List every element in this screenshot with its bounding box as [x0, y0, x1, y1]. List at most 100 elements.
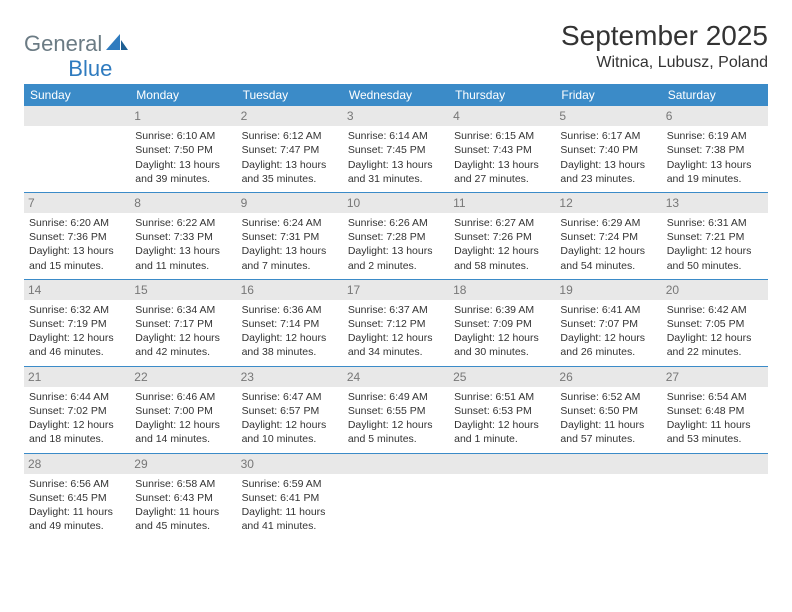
calendar-week-row: 14Sunrise: 6:32 AMSunset: 7:19 PMDayligh… — [24, 279, 768, 366]
day-number: 17 — [343, 280, 449, 300]
sunrise-text: Sunrise: 6:52 AM — [560, 390, 656, 404]
logo: General Blue — [24, 20, 152, 68]
sunset-text: Sunset: 6:45 PM — [29, 491, 125, 505]
day-number: 15 — [130, 280, 236, 300]
day-number: 27 — [662, 367, 768, 387]
sunset-text: Sunset: 7:43 PM — [454, 143, 550, 157]
location-text: Witnica, Lubusz, Poland — [561, 54, 768, 72]
daylight-text: Daylight: 12 hours and 5 minutes. — [348, 418, 444, 446]
day-number: 19 — [555, 280, 661, 300]
calendar-day-cell: 27Sunrise: 6:54 AMSunset: 6:48 PMDayligh… — [662, 366, 768, 453]
day-number: 26 — [555, 367, 661, 387]
sunset-text: Sunset: 7:07 PM — [560, 317, 656, 331]
day-number: 28 — [24, 454, 130, 474]
calendar-day-cell: 14Sunrise: 6:32 AMSunset: 7:19 PMDayligh… — [24, 279, 130, 366]
sunrise-text: Sunrise: 6:12 AM — [242, 129, 338, 143]
sunset-text: Sunset: 7:00 PM — [135, 404, 231, 418]
sunset-text: Sunset: 7:14 PM — [242, 317, 338, 331]
sunset-text: Sunset: 7:02 PM — [29, 404, 125, 418]
logo-text-blue: Blue — [68, 56, 112, 82]
daylight-text: Daylight: 11 hours and 57 minutes. — [560, 418, 656, 446]
sunset-text: Sunset: 7:19 PM — [29, 317, 125, 331]
calendar-day-cell: 19 Sunrise: 6:41 AMSunset: 7:07 PMDayligh… — [555, 279, 661, 366]
sunset-text: Sunset: 6:57 PM — [242, 404, 338, 418]
sunrise-text: Sunrise: 6:17 AM — [560, 129, 656, 143]
sunrise-text: Sunrise: 6:22 AM — [135, 216, 231, 230]
day-number: 21 — [24, 367, 130, 387]
calendar-day-cell — [24, 106, 130, 192]
day-number: 2 — [237, 106, 343, 126]
daylight-text: Daylight: 13 hours and 35 minutes. — [242, 158, 338, 186]
daylight-text: Daylight: 12 hours and 14 minutes. — [135, 418, 231, 446]
daylight-text: Daylight: 13 hours and 27 minutes. — [454, 158, 550, 186]
sunset-text: Sunset: 7:09 PM — [454, 317, 550, 331]
sunset-text: Sunset: 7:05 PM — [667, 317, 763, 331]
calendar-day-cell — [343, 453, 449, 539]
sunset-text: Sunset: 7:50 PM — [135, 143, 231, 157]
sunrise-text: Sunrise: 6:41 AM — [560, 303, 656, 317]
day-number: 24 — [343, 367, 449, 387]
calendar-day-cell: 12Sunrise: 6:29 AMSunset: 7:24 PMDayligh… — [555, 192, 661, 279]
day-number: 29 — [130, 454, 236, 474]
weekday-header: Saturday — [662, 84, 768, 106]
calendar-week-row: 1Sunrise: 6:10 AMSunset: 7:50 PMDaylight… — [24, 106, 768, 192]
calendar-day-cell: 25Sunrise: 6:51 AMSunset: 6:53 PMDayligh… — [449, 366, 555, 453]
sunrise-text: Sunrise: 6:19 AM — [667, 129, 763, 143]
sunrise-text: Sunrise: 6:51 AM — [454, 390, 550, 404]
sunrise-text: Sunrise: 6:20 AM — [29, 216, 125, 230]
weekday-header: Sunday — [24, 84, 130, 106]
daylight-text: Daylight: 12 hours and 34 minutes. — [348, 331, 444, 359]
calendar-day-cell: 10Sunrise: 6:26 AMSunset: 7:28 PMDayligh… — [343, 192, 449, 279]
daylight-text: Daylight: 13 hours and 7 minutes. — [242, 244, 338, 272]
day-number: 20 — [662, 280, 768, 300]
sunrise-text: Sunrise: 6:44 AM — [29, 390, 125, 404]
calendar-day-cell: 3Sunrise: 6:14 AMSunset: 7:45 PMDaylight… — [343, 106, 449, 192]
sunset-text: Sunset: 7:36 PM — [29, 230, 125, 244]
sunrise-text: Sunrise: 6:34 AM — [135, 303, 231, 317]
sunrise-text: Sunrise: 6:24 AM — [242, 216, 338, 230]
sunset-text: Sunset: 7:40 PM — [560, 143, 656, 157]
sunset-text: Sunset: 6:41 PM — [242, 491, 338, 505]
daylight-text: Daylight: 12 hours and 46 minutes. — [29, 331, 125, 359]
page-title: September 2025 — [561, 20, 768, 52]
calendar-day-cell — [449, 453, 555, 539]
calendar-day-cell: 1Sunrise: 6:10 AMSunset: 7:50 PMDaylight… — [130, 106, 236, 192]
daylight-text: Daylight: 11 hours and 41 minutes. — [242, 505, 338, 533]
day-number: 11 — [449, 193, 555, 213]
daylight-text: Daylight: 12 hours and 18 minutes. — [29, 418, 125, 446]
sunset-text: Sunset: 7:45 PM — [348, 143, 444, 157]
daylight-text: Daylight: 13 hours and 2 minutes. — [348, 244, 444, 272]
calendar-day-cell: 21 Sunrise: 6:44 AMSunset: 7:02 PMDayligh… — [24, 366, 130, 453]
sunset-text: Sunset: 7:24 PM — [560, 230, 656, 244]
daylight-text: Daylight: 13 hours and 11 minutes. — [135, 244, 231, 272]
sunset-text: Sunset: 7:12 PM — [348, 317, 444, 331]
calendar-day-cell: 9Sunrise: 6:24 AMSunset: 7:31 PMDaylight… — [237, 192, 343, 279]
day-number: 14 — [24, 280, 130, 300]
day-number: 3 — [343, 106, 449, 126]
day-number: 16 — [237, 280, 343, 300]
calendar-day-cell: 18Sunrise: 6:39 AMSunset: 7:09 PMDayligh… — [449, 279, 555, 366]
calendar-day-cell: 4Sunrise: 6:15 AMSunset: 7:43 PMDaylight… — [449, 106, 555, 192]
sunrise-text: Sunrise: 6:58 AM — [135, 477, 231, 491]
day-number: 18 — [449, 280, 555, 300]
daylight-text: Daylight: 12 hours and 30 minutes. — [454, 331, 550, 359]
sunrise-text: Sunrise: 6:29 AM — [560, 216, 656, 230]
sunset-text: Sunset: 7:26 PM — [454, 230, 550, 244]
day-number — [343, 454, 449, 474]
day-number: 25 — [449, 367, 555, 387]
sunset-text: Sunset: 6:55 PM — [348, 404, 444, 418]
sunrise-text: Sunrise: 6:27 AM — [454, 216, 550, 230]
day-number — [662, 454, 768, 474]
sunrise-text: Sunrise: 6:26 AM — [348, 216, 444, 230]
daylight-text: Daylight: 11 hours and 49 minutes. — [29, 505, 125, 533]
sunset-text: Sunset: 7:33 PM — [135, 230, 231, 244]
daylight-text: Daylight: 13 hours and 19 minutes. — [667, 158, 763, 186]
calendar-day-cell: 20Sunrise: 6:42 AMSunset: 7:05 PMDayligh… — [662, 279, 768, 366]
sunset-text: Sunset: 7:17 PM — [135, 317, 231, 331]
calendar-day-cell: 13Sunrise: 6:31 AMSunset: 7:21 PMDayligh… — [662, 192, 768, 279]
sunrise-text: Sunrise: 6:36 AM — [242, 303, 338, 317]
calendar-day-cell — [555, 453, 661, 539]
daylight-text: Daylight: 12 hours and 26 minutes. — [560, 331, 656, 359]
sunset-text: Sunset: 6:50 PM — [560, 404, 656, 418]
weekday-header: Friday — [555, 84, 661, 106]
